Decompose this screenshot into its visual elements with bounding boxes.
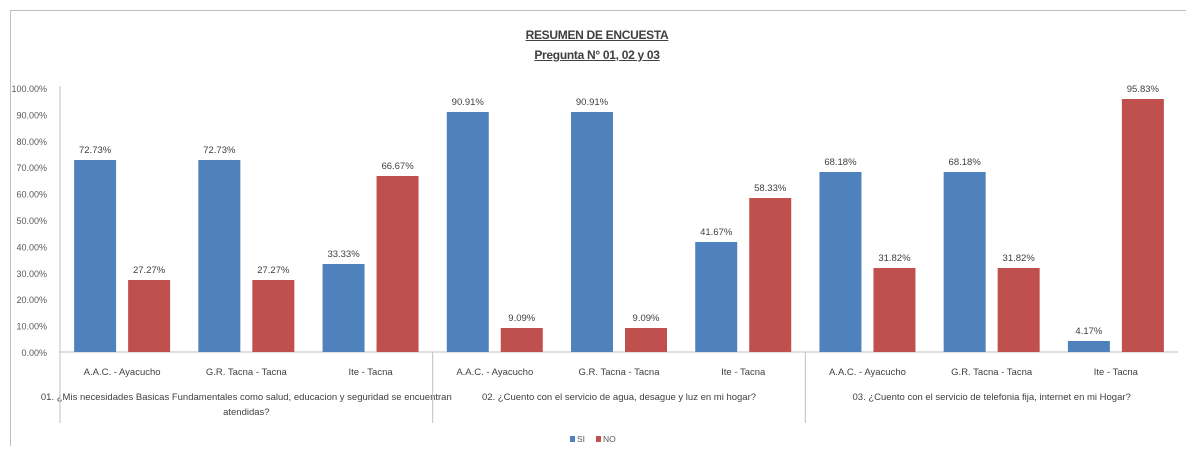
data-label: 27.27%	[133, 265, 166, 276]
bar-no	[128, 280, 171, 352]
category-label: G.R. Tacna - Tacna	[206, 367, 288, 378]
question-label: 01. ¿Mis necesidades Basicas Fundamental…	[41, 392, 452, 403]
data-label: 95.83%	[1127, 84, 1160, 95]
data-label: 68.18%	[949, 157, 982, 168]
legend-swatch-no	[596, 436, 601, 442]
y-tick-label: 50.00%	[16, 216, 47, 226]
question-label: atendidas?	[223, 407, 269, 418]
y-tick-label: 10.00%	[16, 322, 47, 332]
legend-label-no: NO	[603, 434, 616, 444]
y-tick-label: 20.00%	[16, 295, 47, 305]
chart-frame	[10, 10, 1186, 446]
bar-si	[943, 172, 986, 352]
y-tick-label: 60.00%	[16, 190, 47, 200]
data-label: 9.09%	[508, 313, 535, 324]
y-tick-label: 70.00%	[16, 163, 47, 173]
category-label: A.A.C. - Ayacucho	[456, 367, 533, 378]
bar-si	[446, 111, 489, 353]
legend-swatch-si	[570, 436, 575, 442]
data-label: 90.91%	[452, 97, 485, 108]
legend-label-si: SI	[577, 434, 585, 444]
data-label: 33.33%	[327, 249, 360, 260]
bar-no	[997, 267, 1040, 352]
bar-si	[198, 159, 241, 352]
y-tick-label: 0.00%	[21, 348, 47, 358]
y-tick-label: 80.00%	[16, 137, 47, 147]
bar-si	[322, 264, 365, 352]
data-label: 9.09%	[633, 313, 660, 324]
bar-no	[1121, 99, 1164, 353]
bar-no	[625, 328, 667, 352]
question-label: 03. ¿Cuento con el servicio de telefonia…	[853, 392, 1131, 403]
category-label: A.A.C. - Ayacucho	[829, 367, 906, 378]
category-label: Ite - Tacna	[348, 367, 393, 378]
bar-si	[571, 111, 613, 353]
data-label: 58.33%	[754, 183, 787, 194]
category-label: G.R. Tacna - Tacna	[579, 367, 661, 378]
category-label: A.A.C. - Ayacucho	[84, 367, 161, 378]
data-label: 68.18%	[824, 157, 857, 168]
bar-no	[252, 280, 295, 352]
chart-subtitle: Pregunta N° 01, 02 y 03	[534, 48, 660, 62]
data-label: 41.67%	[700, 227, 733, 238]
bar-si	[819, 172, 862, 352]
data-label: 66.67%	[381, 161, 414, 172]
y-tick-label: 100.00%	[11, 84, 47, 94]
data-label: 4.17%	[1075, 326, 1102, 337]
bar-si	[74, 159, 117, 352]
bar-si	[695, 241, 738, 352]
y-tick-label: 90.00%	[16, 110, 47, 120]
bar-no	[500, 328, 543, 352]
bar-si	[1067, 340, 1110, 352]
bar-no	[749, 198, 792, 352]
data-label: 90.91%	[576, 97, 609, 108]
category-label: Ite - Tacna	[1094, 367, 1139, 378]
data-label: 72.73%	[79, 145, 112, 156]
category-label: Ite - Tacna	[721, 367, 766, 378]
chart-title: RESUMEN DE ENCUESTA	[525, 28, 669, 42]
category-label: G.R. Tacna - Tacna	[951, 367, 1033, 378]
y-tick-label: 30.00%	[16, 269, 47, 279]
bar-no	[376, 175, 419, 352]
y-tick-label: 40.00%	[16, 242, 47, 252]
data-label: 31.82%	[1003, 253, 1036, 264]
data-label: 27.27%	[257, 265, 290, 276]
bar-no	[873, 267, 916, 352]
data-label: 31.82%	[878, 253, 911, 264]
data-label: 72.73%	[203, 145, 236, 156]
question-label: 02. ¿Cuento con el servicio de agua, des…	[482, 392, 756, 403]
